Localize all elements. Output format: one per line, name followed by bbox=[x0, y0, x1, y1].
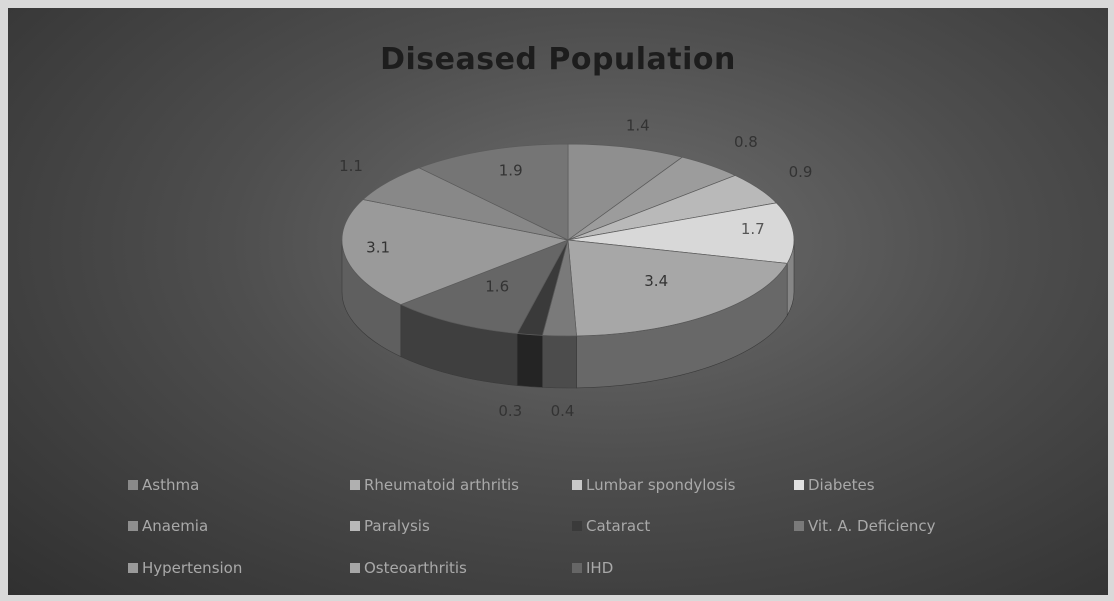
data-label: 1.6 bbox=[485, 277, 509, 295]
legend-label: Cataract bbox=[586, 517, 651, 536]
pie-slice bbox=[341, 199, 570, 305]
data-label: 3.1 bbox=[366, 238, 390, 256]
legend-label: Asthma bbox=[142, 476, 200, 494]
legend-item: Diabetes bbox=[794, 474, 1016, 496]
legend-item: Anaemia bbox=[128, 515, 350, 537]
legend-label: Diabetes bbox=[808, 476, 875, 494]
legend-item: Osteoarthritis bbox=[350, 557, 572, 579]
legend-item: Hypertension bbox=[128, 557, 350, 579]
chart-title: Diseased Population bbox=[380, 42, 736, 77]
data-label: 1.7 bbox=[741, 220, 765, 238]
data-label: 0.8 bbox=[734, 133, 758, 151]
pie-slice-side bbox=[516, 333, 543, 388]
legend-label: Paralysis bbox=[364, 517, 430, 536]
pie-slice bbox=[567, 239, 788, 337]
legend-item: Lumbar spondylosis bbox=[572, 474, 794, 496]
data-label: 0.3 bbox=[498, 402, 522, 420]
legend-swatch bbox=[350, 480, 360, 490]
legend-swatch bbox=[572, 562, 582, 573]
legend-swatch bbox=[572, 480, 582, 490]
legend-item: Cataract bbox=[572, 515, 794, 537]
legend-swatch bbox=[128, 480, 138, 490]
data-label: 3.4 bbox=[644, 272, 668, 290]
legend-label: Anaemia bbox=[142, 517, 209, 536]
legend-swatch bbox=[128, 521, 138, 532]
legend-item: Asthma bbox=[128, 474, 350, 496]
data-label: 0.9 bbox=[789, 163, 813, 181]
legend-swatch bbox=[794, 480, 804, 490]
legend-item: Rheumatoid arthritis bbox=[350, 474, 572, 496]
pie-slice-side bbox=[542, 335, 577, 389]
pie-slice bbox=[567, 143, 684, 241]
pie-slice bbox=[567, 202, 795, 264]
legend-swatch bbox=[794, 521, 804, 532]
legend-label: Lumbar spondylosis bbox=[586, 476, 736, 494]
data-label: 1.9 bbox=[499, 161, 523, 179]
chart-area: Diseased Population 1.4 0.8 0.9 1.7 3.4 0.4 0.… bbox=[8, 8, 1108, 595]
legend-label: IHD bbox=[586, 558, 614, 577]
legend-label: Osteoarthritis bbox=[364, 558, 467, 577]
legend: Asthma Rheumatoid arthritis Lumbar spondyl… bbox=[128, 474, 1028, 584]
legend-label: Rheumatoid arthritis bbox=[364, 476, 519, 494]
legend-item: Paralysis bbox=[350, 515, 572, 537]
legend-swatch bbox=[350, 521, 360, 532]
legend-swatch bbox=[350, 562, 360, 573]
data-label: 1.1 bbox=[339, 157, 363, 175]
legend-swatch bbox=[128, 562, 138, 573]
legend-swatch bbox=[572, 521, 582, 532]
pie-slice bbox=[418, 143, 569, 241]
legend-label: Hypertension bbox=[142, 558, 243, 577]
legend-item: IHD bbox=[572, 557, 794, 579]
legend-label: Vit. A. Deficiency bbox=[808, 517, 936, 536]
data-label: 0.4 bbox=[551, 402, 575, 420]
data-label: 1.4 bbox=[626, 117, 650, 135]
pie-chart: 1.4 0.8 0.9 1.7 3.4 0.4 0.3 1.6 3.1 1.1 1.9 bbox=[339, 117, 813, 420]
pie-slice bbox=[399, 239, 569, 334]
legend-item: Vit. A. Deficiency bbox=[794, 515, 1016, 537]
